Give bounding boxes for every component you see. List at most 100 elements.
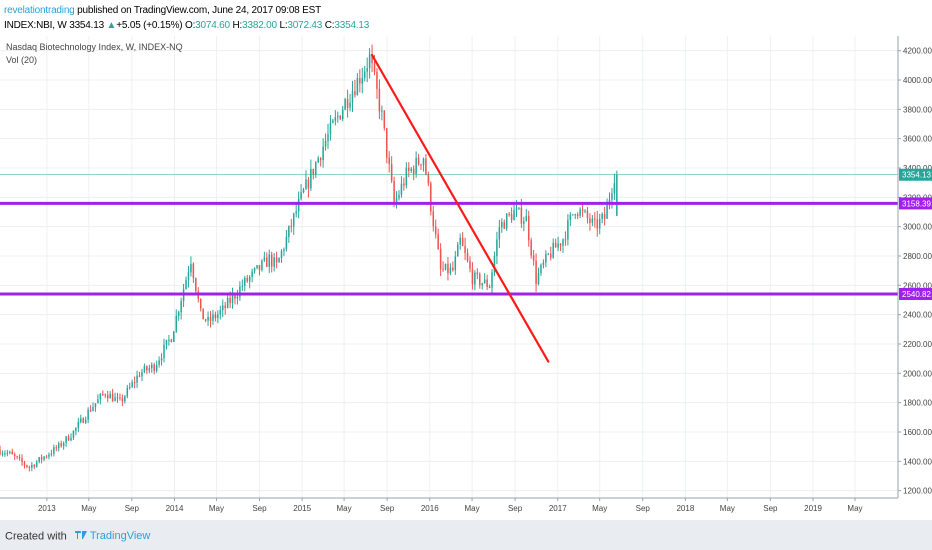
publish-line: revelationtrading published on TradingVi… [4,5,321,16]
low-value: 3072.43 [287,20,323,31]
time-tick-label: 2014 [166,504,184,513]
price-tick-label: 3000.00 [903,223,932,232]
candle-body [390,164,393,181]
candle-body [586,210,589,219]
chart-background [0,36,932,520]
candle-body [601,213,603,219]
candle-body [180,301,182,313]
candle-body [143,366,146,373]
candle-body [496,239,498,256]
candle-body [160,358,163,361]
candle-body [403,183,405,186]
candle-body [554,242,557,248]
candle-body [349,102,351,108]
candle-body [23,462,26,466]
candle-body [479,274,481,286]
candle-body [236,296,239,299]
price-tick-label: 3800.00 [903,105,932,114]
candle-body [310,168,312,189]
candle-body [559,243,562,246]
candle-body [212,314,214,321]
candle-body [138,375,141,377]
candle-body [43,456,45,460]
candle-body [594,218,596,220]
candle-body [469,260,471,269]
candle-body [124,396,126,402]
level-price-tag-bg [899,288,932,301]
price-tick-label: 3400.00 [903,164,932,173]
candle-body [449,267,452,274]
level-price-tag-bg [899,197,932,210]
candle-body [359,78,361,84]
candle-body [168,339,170,341]
candle-body [488,286,491,288]
candle-body [550,253,552,258]
candle-body [572,214,574,216]
tradingview-brand-link[interactable]: TradingView [89,530,151,543]
candle-body [464,245,466,254]
time-tick-label: 2015 [293,504,311,513]
price-tick-label: 3600.00 [903,135,932,144]
candle-body [591,218,594,223]
candle-body [613,183,616,194]
candle-body [327,134,329,141]
candle-body [280,250,283,259]
candle-body [31,465,33,468]
time-tick-label: May [465,504,480,513]
candle-body [292,213,295,227]
candle-body [226,298,229,308]
candle-body [146,366,148,371]
price-axis[interactable]: 1200.00 1400.00 1600.00 1800.00 2000.00 2200.… [898,47,932,496]
volume-indicator-label: Vol (20) [6,55,37,65]
close-value: 3354.13 [334,20,370,31]
candle-body [537,273,540,285]
candle-body [542,262,545,265]
candle-body [322,146,324,161]
candle-body [341,109,344,120]
time-tick-label: Sep [252,504,267,513]
candle-body [16,456,18,458]
candle-body [589,218,591,223]
candle-body [552,242,554,258]
candle-body [275,257,278,263]
candle-body [520,207,523,224]
time-tick-label: May [592,504,607,513]
time-axis[interactable]: 2013 May Sep 2014 May Sep 2015 May Sep 2016 May Sep… [38,498,863,513]
candle-body [518,207,520,209]
ohlc-line: INDEX:NBI, W 3354.13 ▲+5.05 (+0.15%) O:3… [4,20,369,31]
candle-body [579,209,581,216]
candle-body [466,253,469,261]
candle-body [525,216,528,222]
last-price-tag-bg [899,168,932,181]
candle-body [290,225,293,227]
candle-body [126,387,129,397]
candle-body [567,220,569,240]
price-chart[interactable]: 1200.00 1400.00 1600.00 1800.00 2000.00 2200.… [0,36,932,520]
candle-body [72,430,75,438]
author-link[interactable]: revelationtrading [4,5,75,16]
candle-body [283,249,285,251]
triangle-up-icon: ▲ [106,20,117,31]
candle-body [221,305,224,311]
level-price-tag: 3158.39 [902,199,931,208]
candle-body [452,267,454,271]
candle-body [175,315,178,332]
time-tick-label: 2013 [38,504,56,513]
candle-body [515,208,518,211]
time-tick-label: Sep [380,504,395,513]
price-tick-label: 1200.00 [903,487,932,496]
candle-body [131,382,133,387]
candle-body [62,443,65,447]
trendline[interactable] [370,53,550,363]
low-label: L: [279,20,288,31]
candle-body [94,403,97,407]
candle-body [420,164,422,166]
candle-body [371,54,373,64]
candle-body [501,221,503,228]
price-tick-label: 1800.00 [903,399,932,408]
candle-body [278,258,280,263]
candle-body [415,157,417,174]
candle-body [102,394,104,396]
candle-body [209,316,212,321]
candle-body [295,211,297,214]
